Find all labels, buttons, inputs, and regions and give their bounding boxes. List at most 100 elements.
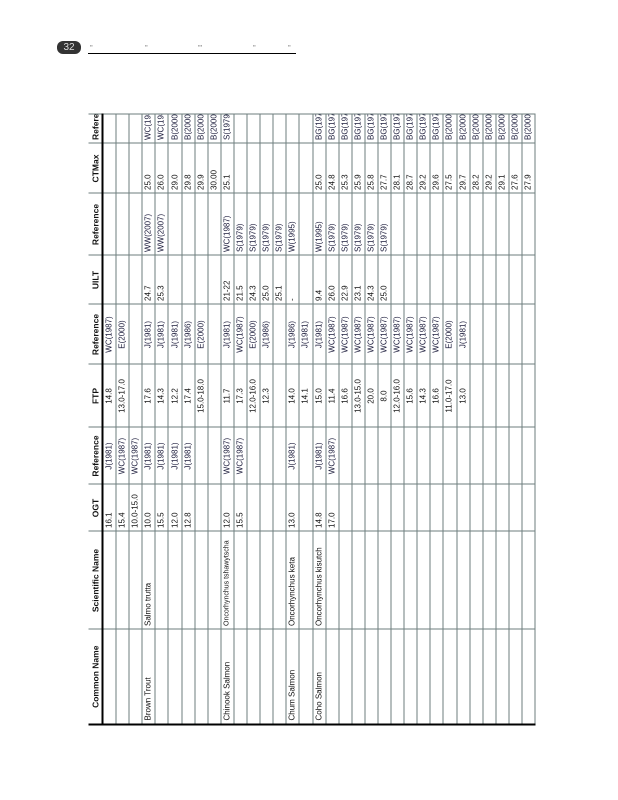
cell-ctmax: 28.1 <box>390 143 404 193</box>
cell-ogt <box>482 484 496 531</box>
table-row: 14.1 J(1981) <box>298 114 312 724</box>
cell-ftp-reference: E(2000) <box>115 304 129 364</box>
cell-ctmax-reference: B(2000) <box>495 114 509 143</box>
cell-ctmax-reference: B(2000) <box>442 114 457 143</box>
cell-ftp: 16.6 <box>429 364 443 427</box>
cell-common-name <box>429 629 443 724</box>
cell-uilt-reference: S(1979) <box>325 193 339 255</box>
cell-common-name <box>194 629 208 724</box>
cell-ftp: 14.3 <box>154 364 168 427</box>
header-uilt-reference: Reference <box>88 193 102 255</box>
cell-scientific-name: Oncorhynchus tshawytscha <box>220 531 234 629</box>
cell-uilt-reference: WW(2007) <box>141 193 155 255</box>
cell-ctmax: 25.9 <box>351 143 365 193</box>
cell-uilt <box>102 255 116 304</box>
cell-uilt-reference: S(1979) <box>246 193 260 255</box>
cell-uilt: 23.1 <box>351 255 365 304</box>
cell-ogt <box>194 484 208 531</box>
cell-uilt-reference <box>390 193 404 255</box>
cell-ogt-reference <box>298 427 312 484</box>
cell-scientific-name <box>233 531 247 629</box>
cell-ftp: 14.3 <box>416 364 430 427</box>
cell-common-name: Chinook Salmon <box>220 629 234 724</box>
cell-ogt: 14.8 <box>312 484 326 531</box>
cell-ctmax: 25.1 <box>220 143 234 193</box>
cell-ctmax-reference: WC(1987) <box>154 114 168 143</box>
cell-uilt <box>128 255 142 304</box>
cell-ftp: 17.4 <box>181 364 195 427</box>
cell-common-name <box>508 629 522 724</box>
cell-ogt-reference: WC(1987) <box>115 427 129 484</box>
table-row: 13.0-15.0 WC(1987) 23.1 S(1979) 25.9 BG(1979) <box>351 114 365 724</box>
cell-common-name <box>167 629 182 724</box>
cell-ctmax: 29.6 <box>429 143 443 193</box>
cell-scientific-name <box>482 531 496 629</box>
cell-scientific-name <box>207 531 221 629</box>
header-uilt: UILT <box>88 255 102 304</box>
cell-ogt-reference: J(1981) <box>285 427 299 484</box>
cell-ctmax <box>115 143 129 193</box>
cell-ogt <box>272 484 286 531</box>
cell-common-name <box>416 629 430 724</box>
cell-scientific-name <box>429 531 443 629</box>
cell-ogt <box>521 484 535 531</box>
header-ctmax-reference: Reference <box>88 114 102 143</box>
cell-uilt-reference <box>403 193 417 255</box>
cell-uilt: 25.0 <box>259 255 273 304</box>
cell-ogt-reference <box>351 427 365 484</box>
table-row: 11.0-17.0 E(2000) 27.5 B(2000) <box>442 114 457 724</box>
cell-common-name <box>246 629 260 724</box>
cell-ogt <box>338 484 352 531</box>
cell-uilt-reference <box>128 193 142 255</box>
cell-uilt-reference <box>298 193 312 255</box>
cell-uilt <box>403 255 417 304</box>
cell-scientific-name <box>325 531 339 629</box>
cell-common-name <box>377 629 391 724</box>
cell-ctmax-reference <box>128 114 142 143</box>
cell-ftp: 17.6 <box>141 364 155 427</box>
cell-ogt: 12.8 <box>181 484 195 531</box>
cell-common-name <box>128 629 142 724</box>
table-row: 12.0-16.0 E(2000) 24.3 S(1979) <box>246 114 260 724</box>
cell-uilt <box>207 255 221 304</box>
cell-ftp: 11.0-17.0 <box>442 364 457 427</box>
cell-ogt: 15.5 <box>154 484 168 531</box>
cell-uilt: 22.9 <box>338 255 352 304</box>
cell-ogt: 15.5 <box>233 484 247 531</box>
cell-ogt-reference <box>495 427 509 484</box>
cell-uilt: 24.3 <box>246 255 260 304</box>
cell-ctmax <box>259 143 273 193</box>
cell-uilt-reference <box>102 193 116 255</box>
cell-ogt <box>364 484 378 531</box>
cell-ctmax-reference: BG(1979) <box>312 114 326 143</box>
cell-ftp <box>469 364 483 427</box>
cell-common-name <box>102 629 116 724</box>
cell-uilt-reference: S(1979) <box>377 193 391 255</box>
cell-ctmax-reference: BG(1979) <box>338 114 352 143</box>
cell-ogt <box>495 484 509 531</box>
cell-ftp: 16.6 <box>338 364 352 427</box>
cell-scientific-name: Oncorhynchus kisutch <box>312 531 326 629</box>
cell-ogt <box>429 484 443 531</box>
cell-ogt <box>390 484 404 531</box>
cell-uilt-reference: WW(2007) <box>154 193 168 255</box>
table-row: 15.4 WC(1987) 13.0-17.0 E(2000) <box>115 114 129 724</box>
cell-ogt-reference: WC(1987) <box>325 427 339 484</box>
cell-uilt: 21-22 <box>220 255 234 304</box>
cell-scientific-name <box>181 531 195 629</box>
cell-uilt <box>482 255 496 304</box>
cell-common-name <box>403 629 417 724</box>
cell-uilt-reference: S(1979) <box>272 193 286 255</box>
cell-ftp: 13.0 <box>456 364 470 427</box>
cell-common-name <box>364 629 378 724</box>
cell-ctmax-reference: B(2000) <box>194 114 208 143</box>
cell-uilt-reference <box>521 193 535 255</box>
cell-scientific-name <box>298 531 312 629</box>
cell-scientific-name: Salmo trutta <box>141 531 155 629</box>
cell-scientific-name <box>128 531 142 629</box>
cell-common-name <box>325 629 339 724</box>
cell-ctmax-reference: BG(1979) <box>377 114 391 143</box>
cell-uilt-reference: S(1979) <box>259 193 273 255</box>
cell-common-name <box>181 629 195 724</box>
cell-common-name <box>298 629 312 724</box>
